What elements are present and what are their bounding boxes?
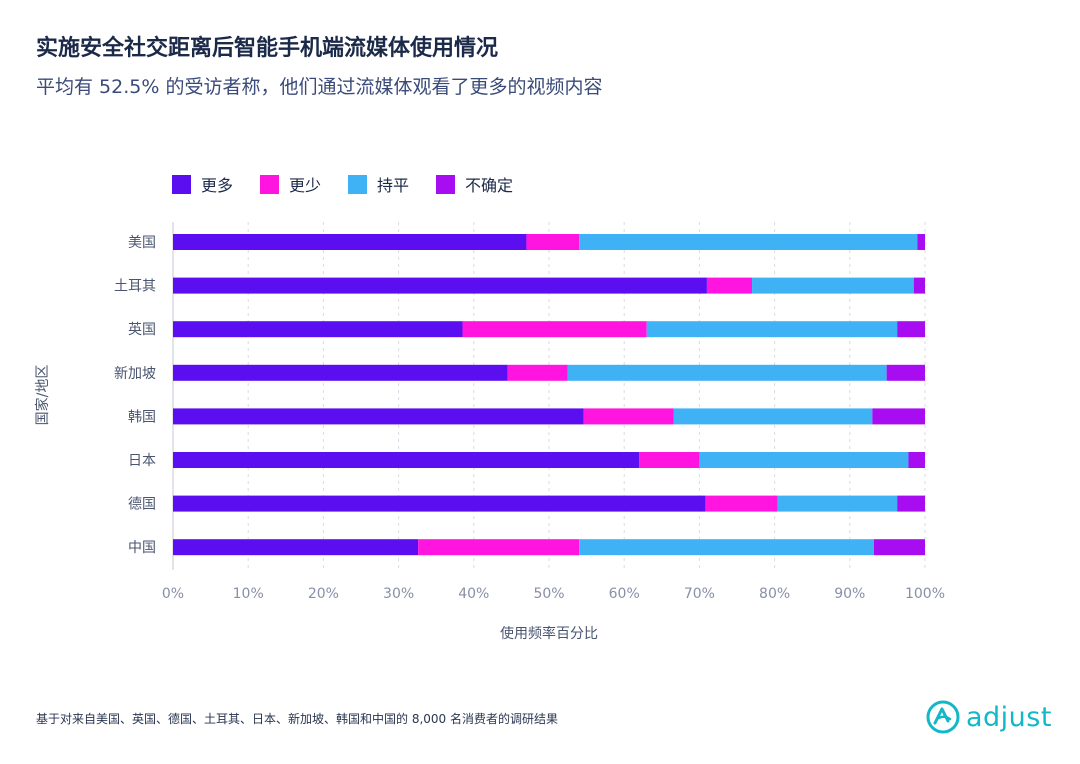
bar-segment (873, 539, 925, 556)
bar-segment (639, 452, 700, 468)
grid-lines (172, 222, 926, 570)
legend-label-unsure: 不确定 (465, 176, 514, 195)
bar-segment (507, 364, 568, 381)
legend-item-more: 更多 (172, 172, 233, 196)
legend-label-less: 更少 (289, 176, 322, 195)
category-label: 美国 (128, 235, 156, 251)
category-label: 中国 (128, 540, 156, 556)
bar-segment (673, 408, 873, 425)
category-label: 土耳其 (114, 279, 156, 295)
legend-label-more: 更多 (201, 176, 234, 195)
legend-item-same: 持平 (348, 172, 409, 196)
chart-subtitle: 平均有 52.5% 的受访者称，他们通过流媒体观看了更多的视频内容 (36, 76, 603, 98)
bar-segment (462, 321, 647, 338)
bar-segment (752, 277, 914, 294)
bar-segment (173, 495, 706, 512)
legend-swatch-unsure (436, 174, 456, 194)
footnote: 基于对来自美国、英国、德国、土耳其、日本、新加坡、韩国和中国的 8,000 名消… (36, 712, 558, 726)
x-tick-label: 60% (609, 586, 640, 602)
legend-item-less: 更少 (260, 172, 321, 196)
x-tick-label: 40% (458, 586, 489, 602)
x-tick-label: 80% (759, 586, 790, 602)
bar-segment (646, 321, 898, 338)
bars (173, 234, 925, 556)
category-label: 日本 (128, 453, 156, 469)
category-label: 英国 (128, 321, 156, 338)
x-tick-label: 90% (834, 586, 865, 602)
bar-segment (526, 234, 580, 250)
bar-segment (173, 539, 419, 556)
legend-swatch-same (348, 174, 368, 194)
bar-segment (173, 452, 640, 468)
bar-segment (886, 364, 925, 381)
legend-item-unsure: 不确定 (436, 172, 513, 196)
bar-segment (917, 234, 925, 250)
category-label: 德国 (128, 497, 156, 513)
legend-label-same: 持平 (377, 176, 410, 195)
bar-segment (173, 364, 508, 381)
chart-title: 实施安全社交距离后智能手机端流媒体使用情况 (36, 36, 499, 61)
bar-segment (173, 277, 707, 294)
legend-swatch-less (260, 174, 280, 194)
legend-swatch-more (172, 174, 191, 194)
bar-segment (699, 452, 909, 468)
bar-segment (897, 495, 925, 512)
x-tick-label: 0% (162, 586, 184, 602)
bar-segment (706, 277, 753, 294)
bar-segment (913, 277, 925, 294)
x-tick-label: 10% (233, 586, 264, 602)
bar-segment (897, 321, 925, 338)
category-label: 韩国 (128, 409, 156, 425)
x-axis-title: 使用频率百分比 (500, 625, 598, 642)
category-label: 新加坡 (114, 366, 156, 382)
bar-segment (705, 495, 778, 512)
x-tick-label: 30% (383, 586, 414, 602)
adjust-logo-text: adjust (966, 701, 1052, 733)
bar-segment (579, 234, 918, 250)
bar-segment (418, 539, 580, 556)
adjust-logo-icon (926, 700, 960, 734)
x-tick-label: 50% (533, 586, 564, 602)
x-tick-label: 100% (905, 586, 945, 602)
chart-legend: 更多 更少 持平 不确定 (172, 172, 540, 196)
x-tick-label: 20% (308, 586, 339, 602)
bar-segment (908, 452, 925, 468)
adjust-logo: adjust (926, 700, 1052, 734)
bar-segment (777, 495, 898, 512)
bar-segment (173, 234, 527, 250)
bar-segment (579, 539, 874, 556)
bar-segment (872, 408, 925, 425)
y-axis-title: 国家/地区 (34, 365, 51, 426)
bar-segment (173, 321, 463, 338)
bar-segment (567, 364, 887, 381)
bar-segment (173, 408, 584, 425)
bar-segment (583, 408, 674, 425)
x-tick-label: 70% (684, 586, 715, 602)
x-tick-labels: 0% 10% 20% 30% 40% 50% 60% 70% 80% 90% 100% (162, 586, 945, 602)
